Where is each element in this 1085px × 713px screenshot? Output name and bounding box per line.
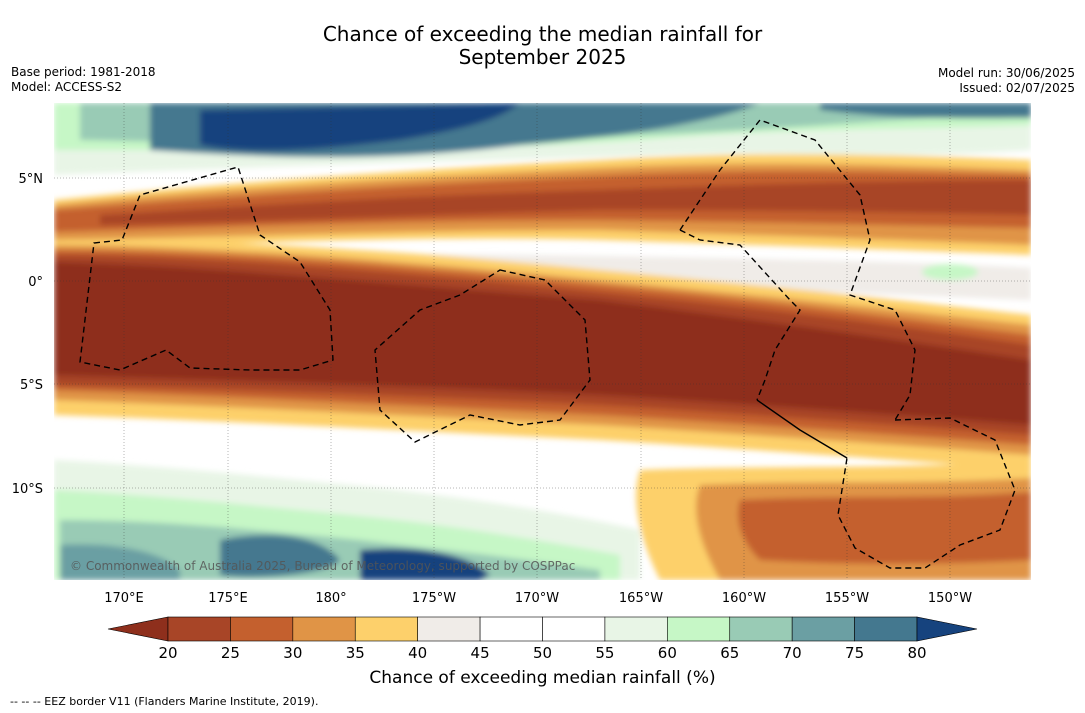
rainfall-map-panel: © Commonwealth of Australia 2025, Bureau…: [54, 103, 1031, 580]
colorbar: 20 25 30 35 40 45 50 55 60 65 70 75 80: [107, 616, 978, 662]
lon-label-170w: 170°W: [515, 591, 559, 606]
eez-border-french-polynesia: [837, 417, 1016, 569]
longitude-labels: 170°E 175°E 180° 175°W 170°W 165°W 160°W…: [104, 591, 972, 606]
colorbar-tick-label: 20: [158, 644, 177, 662]
copyright-text: © Commonwealth of Australia 2025, Bureau…: [70, 559, 575, 573]
eez-borders: [79, 119, 1016, 569]
graticule: [54, 103, 1031, 580]
colorbar-segment: [729, 616, 793, 642]
issued-text: Issued: 02/07/2025: [959, 81, 1075, 95]
colorbar-label: Chance of exceeding median rainfall (%): [369, 668, 716, 688]
colorbar-tick-label: 80: [907, 644, 926, 662]
colorbar-tick-label: 60: [658, 644, 677, 662]
model-text: Model: ACCESS-S2: [11, 80, 123, 94]
colorbar-segment: [791, 616, 855, 642]
colorbar-segment: [292, 616, 356, 642]
colorbar-extend-high: [916, 616, 978, 642]
eez-border-kiribati-gilbert: [79, 166, 334, 371]
lon-label-175e: 175°E: [208, 591, 248, 606]
latitude-labels: 5°N 0° 5°S 10°S: [12, 172, 43, 497]
lon-label-170e: 170°E: [104, 591, 144, 606]
colorbar-tick-label: 50: [533, 644, 552, 662]
colorbar-tick-label: 70: [783, 644, 802, 662]
field-band-north-darkblue: [200, 103, 520, 151]
colorbar-tick-label: 75: [845, 644, 864, 662]
lat-label-10s: 10°S: [12, 482, 43, 497]
colorbar-tick-label: 65: [720, 644, 739, 662]
lat-label-5n: 5°N: [19, 172, 44, 187]
eez-border-solid: [756, 399, 848, 459]
lon-label-175w: 175°W: [412, 591, 456, 606]
lon-label-150w: 150°W: [928, 591, 972, 606]
colorbar-segment: [667, 616, 731, 642]
field-band-south-darkblue: [360, 548, 490, 580]
colorbar-tick-label: 25: [221, 644, 240, 662]
colorbar-segment: [417, 616, 481, 642]
colorbar-segment: [854, 616, 918, 642]
colorbar-segment: [479, 616, 543, 642]
colorbar-tick-label: 40: [408, 644, 427, 662]
field-band-north-blue-2: [820, 103, 1031, 119]
chart-title-line-2: September 2025: [458, 45, 627, 69]
eez-border-kiribati-line-2: [679, 229, 801, 401]
eez-border-kiribati-line: [679, 119, 916, 421]
field-band-dry-north-dark: [100, 180, 1031, 225]
colorbar-segment: [354, 616, 418, 642]
field-band-dry-southeast-brown: [738, 492, 1031, 564]
meta-right: Model run: 30/06/2025 Issued: 02/07/2025: [938, 66, 1075, 96]
field-band-south-blue: [220, 535, 340, 577]
colorbar-segment: [230, 616, 294, 642]
lat-label-0: 0°: [28, 275, 43, 290]
rainfall-field: [54, 103, 1031, 580]
colorbar-tick-label: 35: [346, 644, 365, 662]
lon-label-165w: 165°W: [619, 591, 663, 606]
lon-label-180: 180°: [315, 591, 346, 606]
model-run-text: Model run: 30/06/2025: [937, 66, 1075, 80]
meta-left: Base period: 1981-2018 Model: ACCESS-S2: [11, 65, 156, 95]
field-band-south-teal-2: [60, 544, 180, 580]
lon-label-160w: 160°W: [722, 591, 766, 606]
colorbar-tick-label: 30: [283, 644, 302, 662]
colorbar-tick-label: 45: [471, 644, 490, 662]
lon-label-155w: 155°W: [825, 591, 869, 606]
colorbar-segment: [604, 616, 668, 642]
colorbar-segment: [167, 616, 231, 642]
lat-label-5s: 5°S: [20, 378, 43, 393]
colorbar-tick-label: 55: [595, 644, 614, 662]
chart-title-line-1: Chance of exceeding the median rainfall …: [322, 22, 763, 46]
eez-border-note: -- -- -- EEZ border V11 (Flanders Marine…: [10, 695, 319, 708]
colorbar-segment: [542, 616, 606, 642]
colorbar-extend-low: [107, 616, 169, 642]
eez-border-kiribati-phoenix: [374, 269, 591, 443]
base-period-text: Base period: 1981-2018: [11, 65, 156, 79]
